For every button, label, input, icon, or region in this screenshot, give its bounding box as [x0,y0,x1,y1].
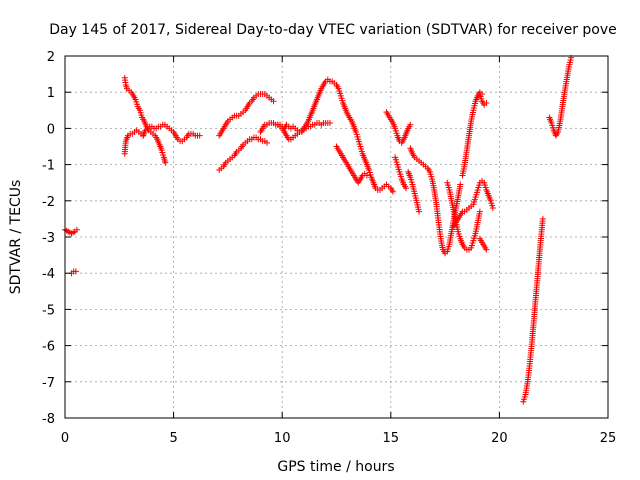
data-point [483,246,490,253]
data-points [62,54,575,405]
x-tick-label: 25 [600,431,617,446]
y-tick-label: -5 [42,303,55,318]
data-point [363,172,370,179]
data-point [196,132,203,139]
grid-lines [65,56,608,418]
x-tick-label: 0 [61,431,69,446]
data-point [403,185,410,192]
x-tick-label: 15 [383,431,400,446]
y-tick-label: -4 [42,267,55,282]
data-point [457,181,464,188]
y-tick-label: 0 [47,122,55,137]
y-tick-label: 2 [47,50,55,65]
y-tick-labels: 2 1 0 -1 -2 -3 -4 -5 -6 -7 -8 [42,50,55,427]
data-point [539,215,546,222]
x-axis-label: GPS time / hours [277,459,394,475]
data-point [407,121,414,128]
data-point [270,98,277,105]
y-tick-label: 1 [47,86,55,101]
x-tick-label: 5 [169,431,177,446]
y-tick-label: -3 [42,231,55,246]
y-tick-label: -8 [42,412,55,427]
data-point [73,226,80,233]
y-tick-label: -2 [42,195,55,210]
y-tick-label: -6 [42,340,55,355]
data-point [489,205,496,212]
x-tick-label: 10 [274,431,291,446]
y-tick-label: -1 [42,159,55,174]
data-point [483,100,490,107]
data-point [162,159,169,166]
data-point [476,208,483,215]
chart-title: Day 145 of 2017, Sidereal Day-to-day VTE… [49,22,617,38]
data-point [416,208,423,215]
data-point [326,119,333,126]
x-tick-labels: 0 5 10 15 20 25 [61,431,616,446]
axis-ticks [64,55,609,419]
data-point [72,268,79,275]
data-point [389,188,396,195]
x-tick-label: 20 [491,431,508,446]
y-tick-label: -7 [42,376,55,391]
data-point [263,139,270,146]
y-axis-label: SDTVAR / TECUs [8,180,24,295]
